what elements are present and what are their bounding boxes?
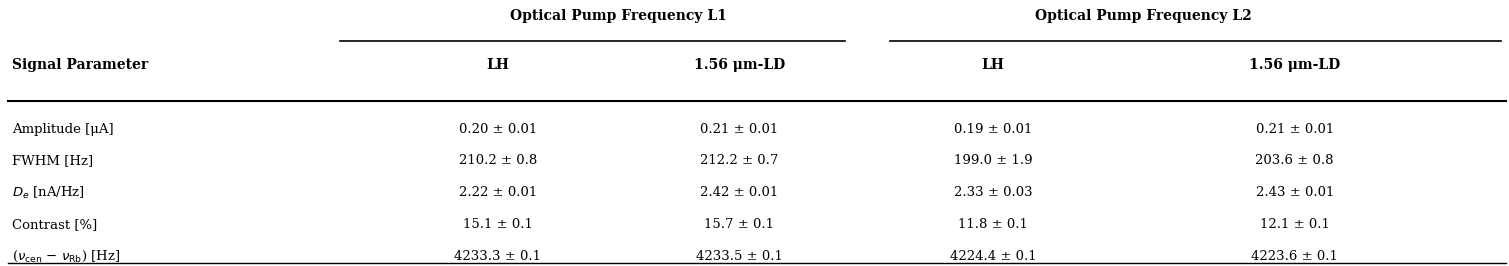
Text: 1.56 μm-LD: 1.56 μm-LD — [1249, 58, 1340, 72]
Text: FWHM [Hz]: FWHM [Hz] — [12, 155, 94, 167]
Text: Optical Pump Frequency L2: Optical Pump Frequency L2 — [1035, 9, 1252, 23]
Text: 12.1 ± 0.1: 12.1 ± 0.1 — [1260, 218, 1329, 231]
Text: ($\nu_{\rm cen}$ $-$ $\nu_{\rm Rb}$) [Hz]: ($\nu_{\rm cen}$ $-$ $\nu_{\rm Rb}$) [Hz… — [12, 249, 121, 264]
Text: LH: LH — [486, 58, 510, 72]
Text: 212.2 ± 0.7: 212.2 ± 0.7 — [700, 155, 779, 167]
Text: 0.20 ± 0.01: 0.20 ± 0.01 — [459, 123, 537, 135]
Text: Contrast [%]: Contrast [%] — [12, 218, 97, 231]
Text: LH: LH — [981, 58, 1005, 72]
Text: 2.22 ± 0.01: 2.22 ± 0.01 — [459, 186, 537, 199]
Text: 199.0 ± 1.9: 199.0 ± 1.9 — [954, 155, 1032, 167]
Text: 4233.3 ± 0.1: 4233.3 ± 0.1 — [454, 250, 542, 263]
Text: Amplitude [μA]: Amplitude [μA] — [12, 123, 113, 135]
Text: 4223.6 ± 0.1: 4223.6 ± 0.1 — [1251, 250, 1338, 263]
Text: 210.2 ± 0.8: 210.2 ± 0.8 — [459, 155, 537, 167]
Text: 2.43 ± 0.01: 2.43 ± 0.01 — [1255, 186, 1334, 199]
Text: 0.21 ± 0.01: 0.21 ± 0.01 — [700, 123, 779, 135]
Text: 2.42 ± 0.01: 2.42 ± 0.01 — [700, 186, 779, 199]
Text: 11.8 ± 0.1: 11.8 ± 0.1 — [958, 218, 1028, 231]
Text: 0.19 ± 0.01: 0.19 ± 0.01 — [954, 123, 1032, 135]
Text: 203.6 ± 0.8: 203.6 ± 0.8 — [1255, 155, 1334, 167]
Text: Optical Pump Frequency L1: Optical Pump Frequency L1 — [510, 9, 727, 23]
Text: Signal Parameter: Signal Parameter — [12, 58, 148, 72]
Text: 15.1 ± 0.1: 15.1 ± 0.1 — [463, 218, 533, 231]
Text: 4224.4 ± 0.1: 4224.4 ± 0.1 — [949, 250, 1037, 263]
Text: 15.7 ± 0.1: 15.7 ± 0.1 — [705, 218, 774, 231]
Text: $\mathit{D}_{e}$ [nA/Hz]: $\mathit{D}_{e}$ [nA/Hz] — [12, 185, 85, 201]
Text: 1.56 μm-LD: 1.56 μm-LD — [694, 58, 785, 72]
Text: 2.33 ± 0.03: 2.33 ± 0.03 — [954, 186, 1032, 199]
Text: 0.21 ± 0.01: 0.21 ± 0.01 — [1255, 123, 1334, 135]
Text: 4233.5 ± 0.1: 4233.5 ± 0.1 — [696, 250, 783, 263]
